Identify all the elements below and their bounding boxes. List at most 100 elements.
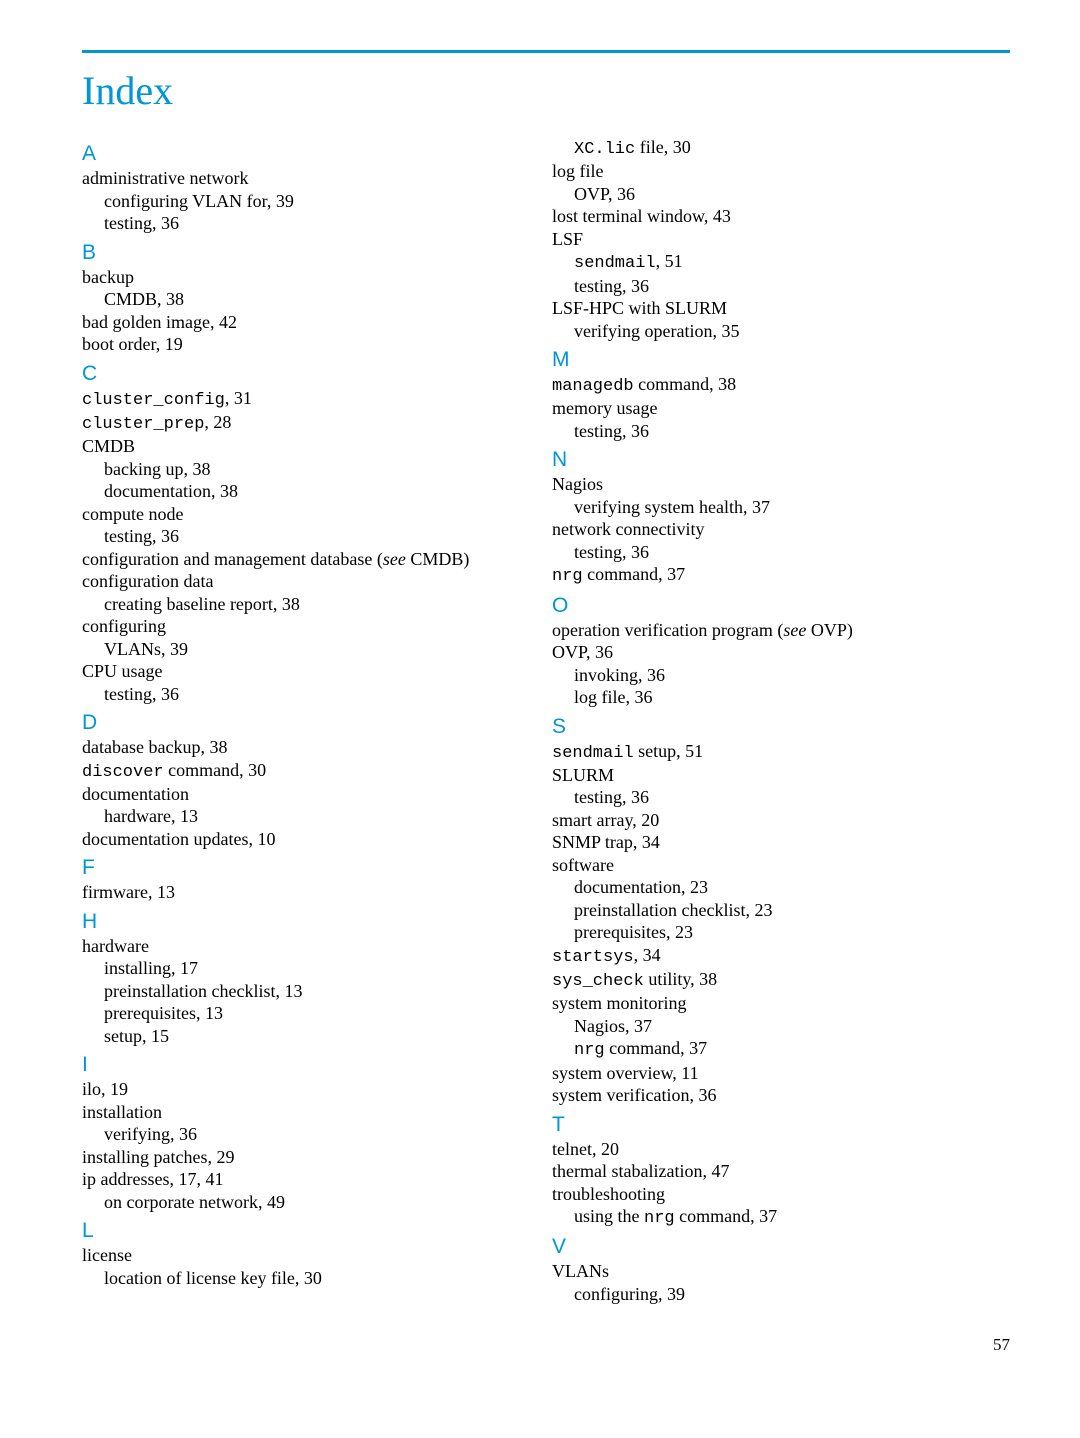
index-entry: ip addresses, 17, 41 [82,1168,540,1191]
index-entry: backup [82,266,540,289]
index-entry: testing, 36 [552,275,1010,298]
index-entry: license [82,1244,540,1267]
index-entry: installing patches, 29 [82,1146,540,1169]
index-entry: log file, 36 [552,686,1010,709]
index-entry: ilo, 19 [82,1078,540,1101]
index-entry: preinstallation checklist, 23 [552,899,1010,922]
index-entry: CPU usage [82,660,540,683]
index-entry: testing, 36 [82,683,540,706]
index-entry: operation verification program (see OVP) [552,619,1010,642]
index-entry: cluster_prep, 28 [82,411,540,435]
column-1: XC.lic file, 30log fileOVP, 36lost termi… [552,136,1010,1305]
index-entry: documentation [82,783,540,806]
index-entry: testing, 36 [552,420,1010,443]
code-term: sendmail [574,254,656,273]
index-entry: configuring, 39 [552,1283,1010,1306]
index-entry: installing, 17 [82,957,540,980]
section-letter-f: F [82,856,540,880]
index-entry: invoking, 36 [552,664,1010,687]
index-entry: smart array, 20 [552,809,1010,832]
index-entry: telnet, 20 [552,1138,1010,1161]
code-term: sendmail [552,744,634,763]
section-letter-a: A [82,142,540,166]
index-entry: backing up, 38 [82,458,540,481]
index-entry: thermal stabalization, 47 [552,1160,1010,1183]
section-letter-h: H [82,910,540,934]
index-entry: SNMP trap, 34 [552,831,1010,854]
section-letter-i: I [82,1053,540,1077]
index-entry: database backup, 38 [82,736,540,759]
index-entry: Nagios, 37 [552,1015,1010,1038]
index-entry: configuring [82,615,540,638]
code-term: discover [82,763,164,782]
code-term: cluster_config [82,391,225,410]
index-entry: troubleshooting [552,1183,1010,1206]
index-entry: hardware, 13 [82,805,540,828]
index-entry: testing, 36 [82,525,540,548]
index-entry: sendmail, 51 [552,250,1010,274]
index-entry: LSF-HPC with SLURM [552,297,1010,320]
index-entry: firmware, 13 [82,881,540,904]
index-entry: verifying system health, 37 [552,496,1010,519]
index-entry: discover command, 30 [82,759,540,783]
top-rule [82,50,1010,53]
index-entry: cluster_config, 31 [82,387,540,411]
index-entry: bad golden image, 42 [82,311,540,334]
section-letter-o: O [552,594,1010,618]
index-entry: on corporate network, 49 [82,1191,540,1214]
code-term: nrg [574,1041,605,1060]
index-entry: documentation, 23 [552,876,1010,899]
index-title: Index [82,67,1010,114]
index-entry: memory usage [552,397,1010,420]
index-entry: OVP, 36 [552,183,1010,206]
index-entry: administrative network [82,167,540,190]
section-letter-t: T [552,1113,1010,1137]
index-entry: software [552,854,1010,877]
index-entry: managedb command, 38 [552,373,1010,397]
index-entry: hardware [82,935,540,958]
index-entry: location of license key file, 30 [82,1267,540,1290]
code-term: nrg [552,567,583,586]
code-term: startsys [552,948,634,967]
section-letter-l: L [82,1219,540,1243]
index-entry: configuration and management database (s… [82,548,540,571]
section-letter-v: V [552,1235,1010,1259]
index-entry: verifying, 36 [82,1123,540,1146]
index-entry: configuring VLAN for, 39 [82,190,540,213]
page: Index Aadministrative networkconfiguring… [0,0,1080,1375]
index-entry: setup, 15 [82,1025,540,1048]
section-letter-s: S [552,715,1010,739]
index-columns: Aadministrative networkconfiguring VLAN … [82,136,1010,1305]
index-entry: preinstallation checklist, 13 [82,980,540,1003]
index-entry: prerequisites, 13 [82,1002,540,1025]
index-entry: system overview, 11 [552,1062,1010,1085]
index-entry: CMDB [82,435,540,458]
section-letter-d: D [82,711,540,735]
section-letter-n: N [552,448,1010,472]
index-entry: documentation updates, 10 [82,828,540,851]
index-entry: Nagios [552,473,1010,496]
index-entry: installation [82,1101,540,1124]
index-entry: OVP, 36 [552,641,1010,664]
index-entry: creating baseline report, 38 [82,593,540,616]
index-entry: LSF [552,228,1010,251]
index-entry: network connectivity [552,518,1010,541]
index-entry: sendmail setup, 51 [552,740,1010,764]
index-entry: CMDB, 38 [82,288,540,311]
index-entry: system monitoring [552,992,1010,1015]
index-entry: VLANs [552,1260,1010,1283]
index-entry: sys_check utility, 38 [552,968,1010,992]
index-entry: verifying operation, 35 [552,320,1010,343]
index-entry: documentation, 38 [82,480,540,503]
index-entry: VLANs, 39 [82,638,540,661]
page-number: 57 [82,1335,1010,1355]
column-0: Aadministrative networkconfiguring VLAN … [82,136,540,1305]
index-entry: prerequisites, 23 [552,921,1010,944]
index-entry: nrg command, 37 [552,1037,1010,1061]
section-letter-m: M [552,348,1010,372]
index-entry: nrg command, 37 [552,563,1010,587]
code-term: sys_check [552,972,644,991]
code-term: XC.lic [574,140,635,159]
index-entry: configuration data [82,570,540,593]
index-entry: boot order, 19 [82,333,540,356]
